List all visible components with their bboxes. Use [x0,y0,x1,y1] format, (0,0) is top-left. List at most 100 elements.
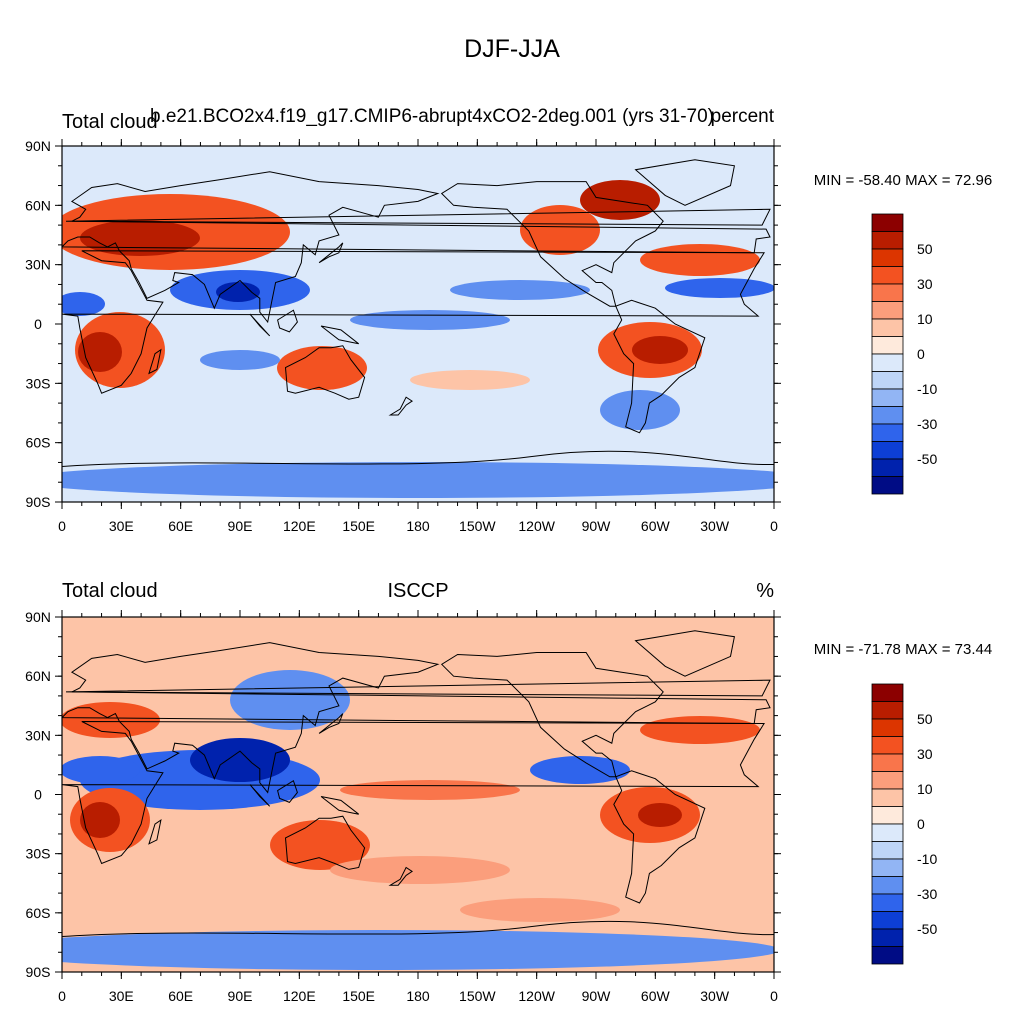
colorbar-swatch [871,388,904,407]
colorbar-swatch [871,946,904,965]
colorbar-swatch [871,423,904,442]
lon-tick-label: 90E [228,988,253,1004]
lat-tick-label: 60S [26,435,51,451]
colorbar-label: 0 [917,346,925,362]
colorbar-swatch [871,806,904,825]
coastline-4 [613,299,706,434]
coastline-11 [277,309,298,333]
coastline-8 [65,679,771,697]
panel-2-lon-labels: 0 30E 60E 90E 120E 150E 180 150W 120W 90W 60W 30W 0 [58,988,778,1004]
colorbar-swatch [871,683,904,702]
lon-tick-label: 120W [518,988,555,1004]
coastline-3 [440,181,664,307]
colorbar-swatch [871,823,904,842]
colorbar-swatch [871,231,904,250]
panel-1-map [62,146,774,502]
coastline-7 [148,348,162,375]
lon-tick-label: 120E [283,518,316,534]
panel-2-left-label: Total cloud [62,580,158,602]
panel-2-coastlines [62,630,774,938]
colorbar-swatch [871,893,904,912]
panel-1-right-label: percent [711,106,775,127]
colorbar-label: -30 [917,416,937,432]
lon-tick-label: 30W [700,988,730,1004]
colorbar-label: 30 [917,746,933,762]
lon-tick-label: 0 [770,988,778,1004]
colorbar-swatch [871,458,904,477]
colorbar-label: 10 [917,781,933,797]
panel-2-anomaly-field [62,670,774,970]
panel-1-colorbar: 50 30 10 0 -10 -30 -50 [871,213,937,495]
lon-tick-label: 90W [582,988,612,1004]
lat-tick-label: 30N [25,727,51,743]
lon-tick-label: 0 [770,518,778,534]
panel-2-right-label: % [756,580,774,602]
colorbar-label: 50 [917,711,933,727]
panel-1-left-label: Total cloud [62,111,158,133]
coastline-12 [320,325,360,345]
panel-1-minmax: MIN = -58.40 MAX = 72.96 [814,172,992,189]
colorbar-swatch [871,928,904,947]
colorbar-label: -30 [917,886,937,902]
coastline-1 [62,642,771,794]
lon-tick-label: 150W [459,518,496,534]
colorbar-label: 10 [917,311,933,327]
colorbar-label: -10 [917,381,937,397]
lon-tick-label: 180 [406,518,430,534]
coastline-5 [634,630,735,677]
panel-2-lat-labels: 90N 60N 30N 0 30S 60S 90S [25,609,51,980]
lat-tick-label: 90N [25,609,51,625]
figure-title: DJF-JJA [464,35,560,63]
colorbar-label: 0 [917,816,925,832]
lat-tick-label: 0 [34,787,42,803]
lon-tick-label: 60W [641,988,671,1004]
coastline-2 [284,345,366,400]
colorbar-swatch [871,336,904,355]
lon-tick-label: 150E [342,988,375,1004]
colorbar-swatch [871,248,904,267]
colorbar-label: -50 [917,451,937,467]
lat-tick-label: 30S [26,375,51,391]
panel-1-ticks [55,139,781,509]
lon-tick-label: 120W [518,518,555,534]
colorbar-swatch [871,406,904,425]
lon-tick-label: 150E [342,518,375,534]
coastline-4 [613,770,706,904]
coastline-2 [284,815,366,870]
colorbar-swatch [871,718,904,737]
colorbar-swatch [871,441,904,460]
lon-tick-label: 90W [582,518,612,534]
lon-tick-label: 0 [58,988,66,1004]
coastline-7 [148,818,162,845]
coastline-9 [318,713,344,734]
coastline-0 [62,721,766,865]
lat-tick-label: 90S [26,494,51,510]
lon-tick-label: 30E [109,988,134,1004]
coastline-3 [440,652,664,778]
panel-1-coastlines [62,159,774,467]
lat-tick-label: 30S [26,846,51,862]
coastline-6 [388,396,414,416]
lat-tick-label: 30N [25,257,51,273]
coastline-0 [62,250,766,394]
lon-tick-label: 0 [58,518,66,534]
panel-2-colorbar: 50 30 10 0 -10 -30 -50 [871,683,937,965]
lon-tick-label: 60E [168,988,193,1004]
colorbar-swatch [871,858,904,877]
panel-2-map [62,617,774,972]
panel-1: Total cloud b.e21.BCO2x4.f19_g17.CMIP6-a… [25,106,992,534]
antarctica-coastline [62,920,774,938]
lat-tick-label: 60S [26,905,51,921]
coastline-5 [634,159,735,206]
lon-tick-label: 60W [641,518,671,534]
colorbar-label: -10 [917,851,937,867]
lon-tick-label: 180 [406,988,430,1004]
lon-tick-label: 120E [283,988,316,1004]
colorbar-swatch [871,213,904,232]
panel-2-center-label: ISCCP [387,580,448,602]
coastline-6 [388,866,414,886]
colorbar-swatch [871,301,904,320]
lon-tick-label: 30W [700,518,730,534]
lat-tick-label: 0 [34,316,42,332]
colorbar-swatch [871,371,904,390]
